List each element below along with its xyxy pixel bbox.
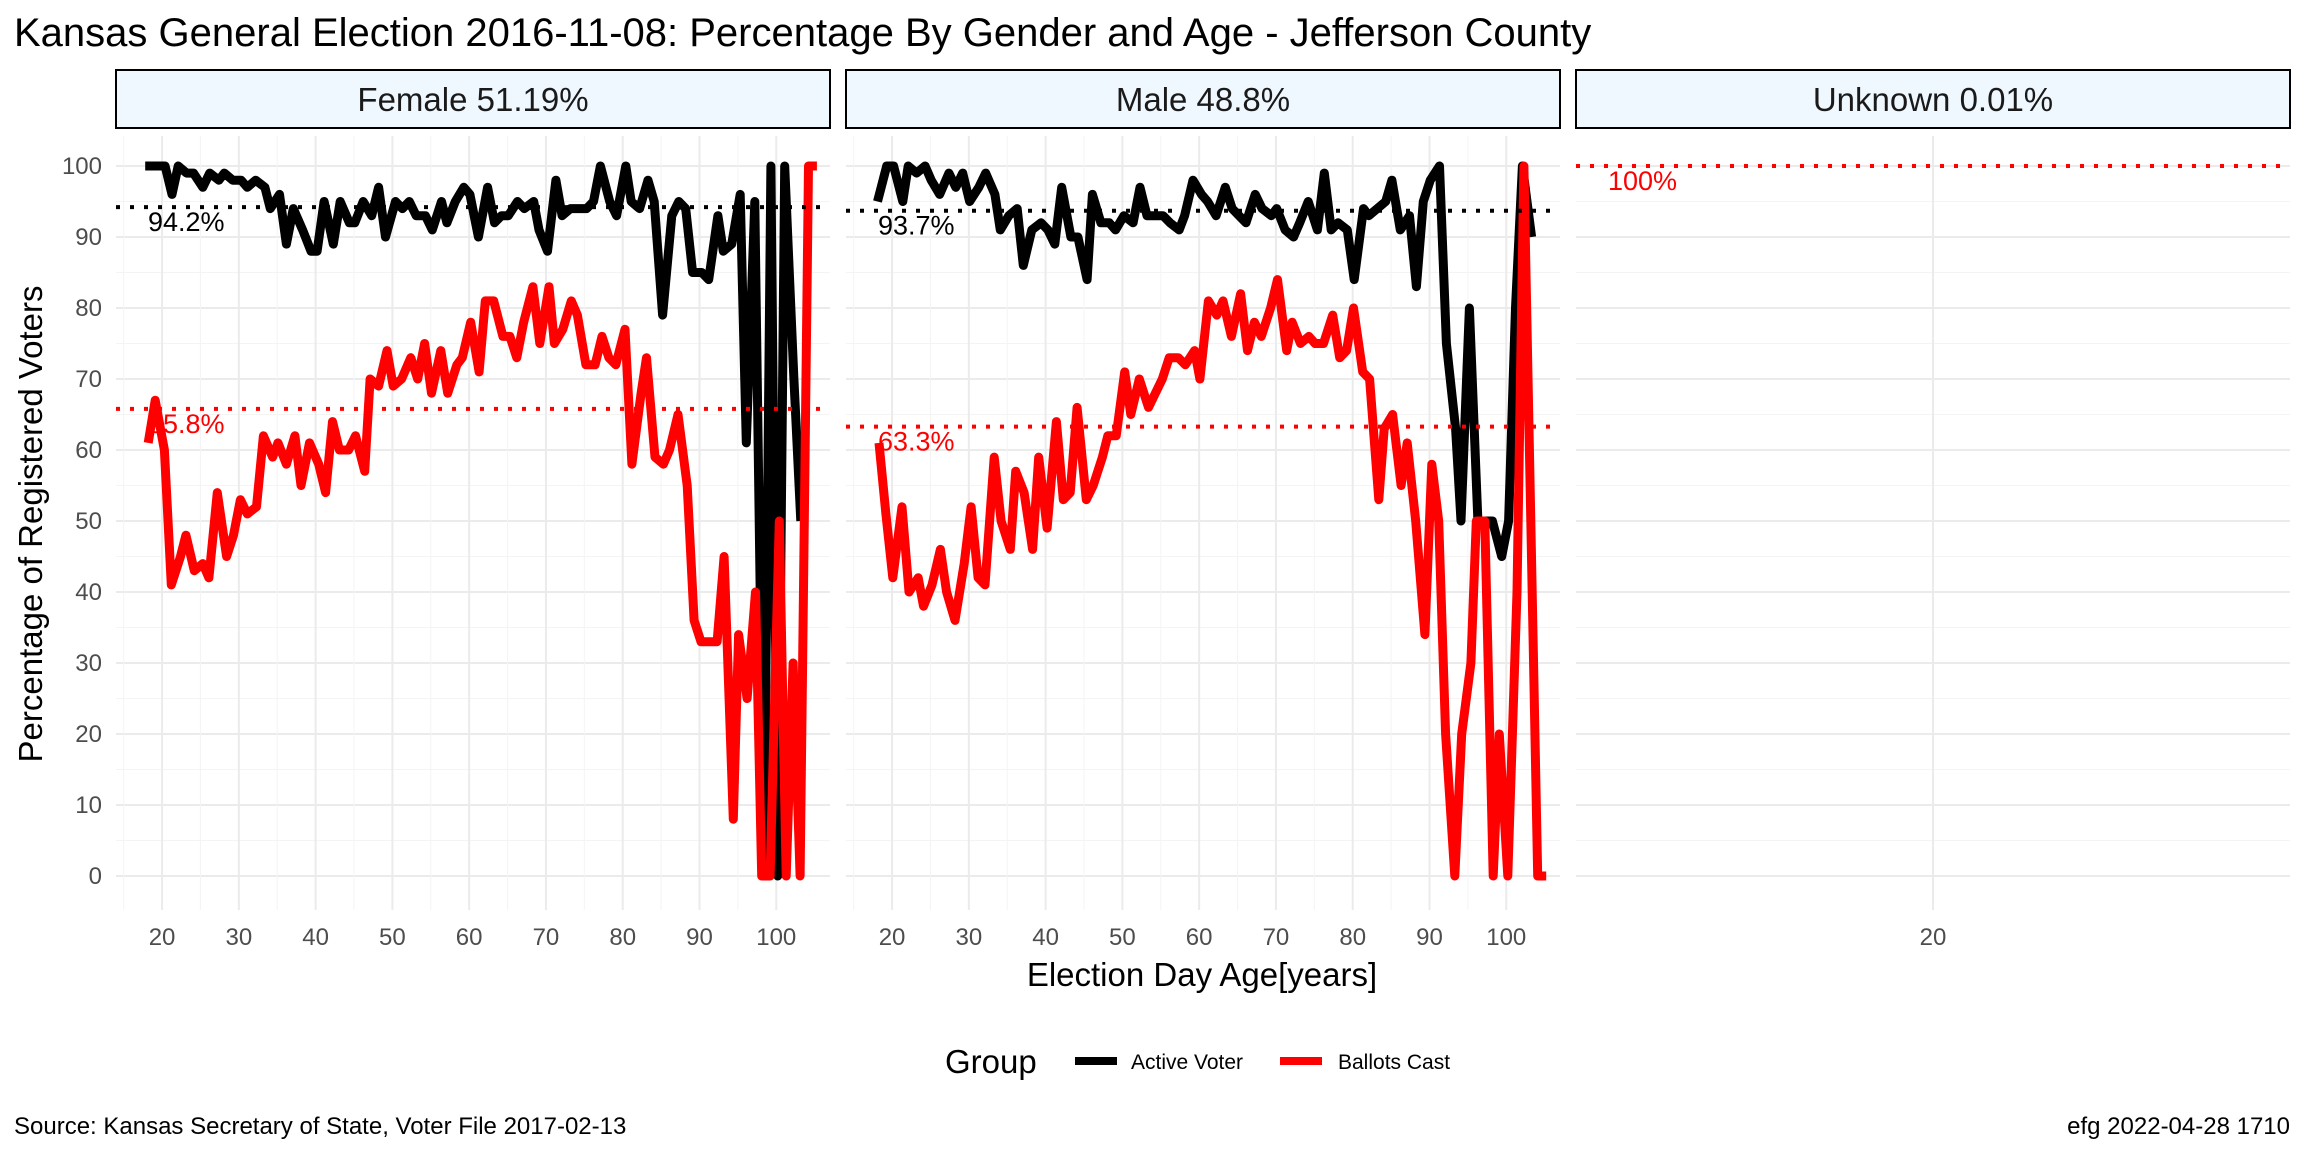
x-tick-label: 90 — [686, 924, 713, 951]
facet-panels: Female 51.19% 20 30 40 50 60 70 80 90 100 94.2% 65.… — [115, 69, 2291, 951]
y-tick-label: 60 — [75, 437, 102, 464]
x-tick-label: 30 — [955, 924, 982, 951]
y-tick-label: 90 — [75, 224, 102, 251]
y-tick-label: 100 — [62, 153, 102, 180]
y-tick-label: 20 — [75, 721, 102, 748]
x-tick-label: 50 — [379, 924, 406, 951]
facet-strip-label: Male 48.8% — [1116, 81, 1290, 118]
y-tick-label: 80 — [75, 295, 102, 322]
x-tick-label: 80 — [609, 924, 636, 951]
x-tick-label: 20 — [1920, 924, 1947, 951]
author-caption: efg 2022-04-28 1710 — [2067, 1113, 2290, 1140]
active-mean-label: 93.7% — [878, 211, 955, 241]
facet-strip — [845, 69, 1561, 129]
facet-panel: Male 48.8% 20 30 40 50 60 70 80 90 100 93.7% 63.3% — [845, 69, 1561, 951]
y-tick-label: 40 — [75, 579, 102, 606]
active-mean-label: 94.2% — [148, 207, 225, 237]
active-voter-line — [873, 161, 1537, 561]
x-tick-label: 20 — [879, 924, 906, 951]
y-tick-label: 70 — [75, 366, 102, 393]
ballots-mean-label: 100% — [1608, 166, 1677, 196]
x-tick-label: 80 — [1339, 924, 1366, 951]
facet-strip-label: Female 51.19% — [357, 81, 588, 118]
y-tick-label: 30 — [75, 650, 102, 677]
y-axis: 0 10 20 30 40 50 60 70 80 90 100 — [62, 153, 102, 890]
legend: Group Active Voter Ballots Cast — [945, 1043, 1450, 1080]
y-axis-title: Percentage of Registered Voters — [12, 286, 49, 763]
x-tick-label: 70 — [1263, 924, 1290, 951]
x-tick-label: 90 — [1416, 924, 1443, 951]
facet-panel: Unknown 0.01% 20 100% — [1575, 69, 2291, 951]
y-tick-label: 50 — [75, 508, 102, 535]
y-tick-label: 10 — [75, 792, 102, 819]
x-tick-label: 70 — [533, 924, 560, 951]
ballots-cast-line — [143, 161, 817, 881]
legend-label-active-voter: Active Voter — [1131, 1051, 1243, 1074]
ballots-cast-line — [874, 161, 1547, 881]
x-tick-label: 30 — [225, 924, 252, 951]
x-tick-label: 100 — [756, 924, 796, 951]
ballots-mean-label: 63.3% — [878, 427, 955, 457]
x-tick-label: 40 — [1032, 924, 1059, 951]
facet-strip — [1575, 69, 2291, 129]
x-tick-label: 40 — [302, 924, 329, 951]
facet-strip-label: Unknown 0.01% — [1813, 81, 2053, 118]
x-tick-label: 60 — [456, 924, 483, 951]
x-axis-title: Election Day Age[years] — [1027, 956, 1377, 993]
source-caption: Source: Kansas Secretary of State, Voter… — [14, 1113, 626, 1140]
x-tick-label: 50 — [1109, 924, 1136, 951]
facet-panel: Female 51.19% 20 30 40 50 60 70 80 90 100 94.2% 65.… — [115, 69, 831, 951]
legend-title: Group — [945, 1043, 1037, 1080]
legend-label-ballots-cast: Ballots Cast — [1338, 1051, 1450, 1074]
y-tick-label: 0 — [89, 863, 102, 890]
facet-strip — [115, 69, 831, 129]
chart-title: Kansas General Election 2016-11-08: Perc… — [14, 11, 1591, 55]
active-voter-line — [145, 161, 806, 881]
x-tick-label: 60 — [1186, 924, 1213, 951]
x-tick-label: 100 — [1486, 924, 1526, 951]
x-tick-label: 20 — [149, 924, 176, 951]
ballots-mean-label: 65.8% — [148, 409, 225, 439]
